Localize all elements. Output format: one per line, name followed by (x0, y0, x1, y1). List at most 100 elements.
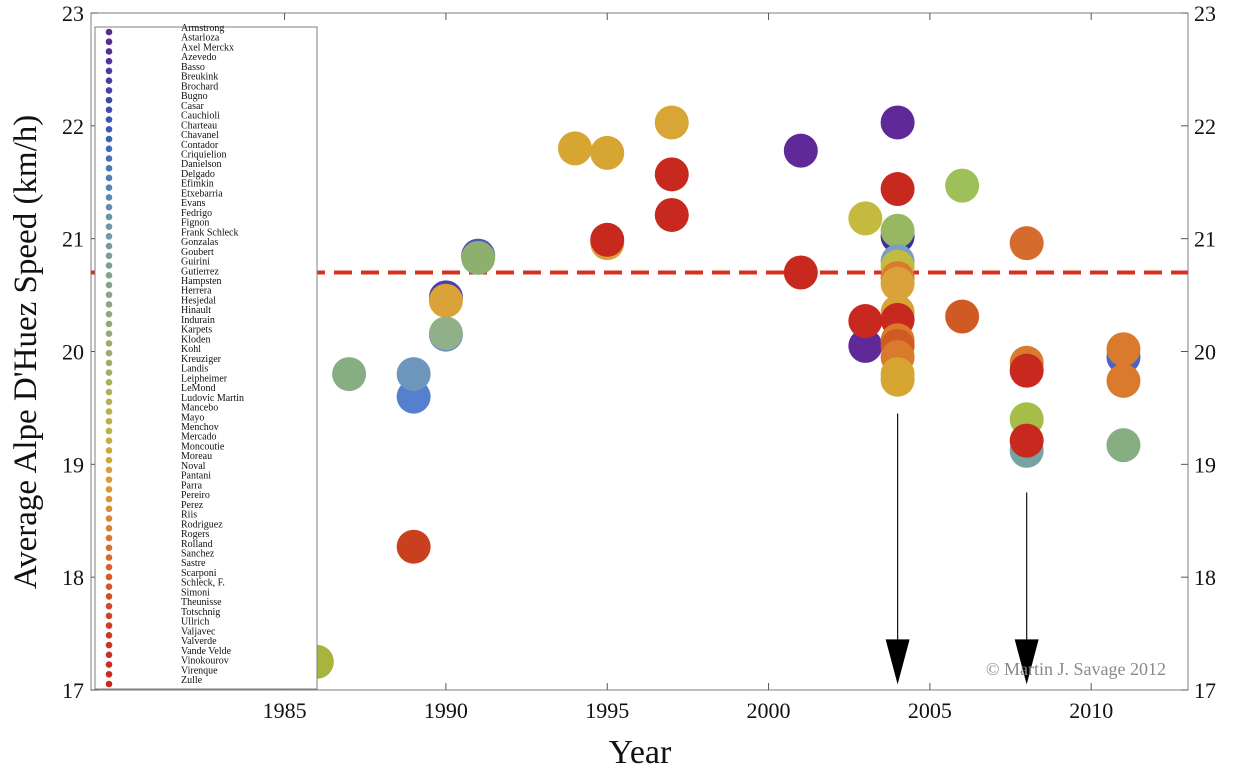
y-tick-label-left: 19 (62, 452, 84, 477)
data-point (1009, 353, 1044, 388)
legend-entry: Hinault (181, 305, 211, 316)
legend-entry: Etxebarria (181, 188, 223, 199)
legend-swatch (105, 38, 113, 46)
y-tick-label-left: 18 (62, 565, 84, 590)
legend-entry: Pereiro (181, 490, 210, 501)
legend-swatch (105, 417, 113, 425)
legend-swatch (105, 379, 113, 386)
legend-entry: Contador (181, 140, 219, 151)
data-point (848, 328, 883, 363)
data-point (880, 213, 915, 248)
legend-entry: Riis (181, 510, 197, 521)
legend-swatch (105, 126, 113, 133)
legend-entry: Rogers (181, 529, 209, 540)
legend-swatch (105, 155, 113, 162)
legend-swatch (105, 135, 113, 143)
data-point (945, 168, 980, 203)
legend-entry: Parra (181, 480, 203, 491)
legend-entry: Delgado (181, 169, 215, 180)
legend-swatch (105, 602, 113, 610)
legend-swatch (105, 281, 113, 289)
data-point (880, 266, 915, 301)
legend-entry: Moncoutie (181, 441, 225, 452)
legend-swatch (105, 349, 113, 357)
legend-swatch (105, 447, 113, 454)
legend-swatch (105, 242, 113, 250)
legend-entry: Zulle (181, 675, 203, 686)
x-tick-label: 2005 (908, 698, 952, 723)
legend-swatch (105, 106, 113, 114)
legend-entry: Schleck, F. (181, 578, 225, 589)
legend-swatch (105, 262, 113, 269)
data-points (299, 105, 1141, 679)
y-tick-label-right: 22 (1194, 114, 1216, 139)
legend-entry: Fedrigo (181, 208, 212, 219)
y-tick-label-left: 17 (62, 678, 84, 703)
legend-entry: Casar (181, 101, 204, 112)
legend-swatch (105, 252, 113, 260)
legend-swatch (105, 583, 113, 590)
legend-entry: Ludovic Martin (181, 393, 244, 404)
legend-entry: Ullrich (181, 617, 209, 628)
legend-swatch (105, 573, 113, 581)
y-tick-label-left: 22 (62, 114, 84, 139)
legend-entry: Vande Velde (181, 646, 232, 657)
y-tick-labels-right: 17 18 19 20 21 22 23 (1194, 1, 1216, 703)
legend-entry: Mercado (181, 432, 217, 443)
legend-entry: Sanchez (181, 548, 215, 559)
legend-entry: Mancebo (181, 403, 218, 414)
legend-swatch (105, 544, 113, 552)
legend-swatch (105, 369, 113, 376)
legend-swatch (105, 408, 113, 415)
legend-entry: Astarloza (181, 33, 220, 44)
data-point (1106, 363, 1141, 398)
legend-entry: Chavanel (181, 130, 219, 141)
y-tick-label-left: 21 (62, 227, 84, 252)
legend-entry: Rolland (181, 539, 213, 550)
legend-swatch (105, 145, 113, 153)
legend-swatch (105, 359, 113, 367)
legend-swatch (105, 164, 113, 172)
data-point (848, 304, 883, 339)
x-tick-label: 1985 (263, 698, 307, 723)
legend-entry: Kloden (181, 334, 210, 345)
legend-swatch (105, 96, 113, 104)
legend-swatch (105, 116, 113, 123)
data-point (880, 105, 915, 140)
legend-swatch (105, 505, 113, 513)
legend-box (94, 26, 318, 690)
data-point (1106, 428, 1141, 463)
y-tick-labels-left: 17 18 19 20 21 22 23 (62, 1, 84, 703)
legend-entry: Moreau (181, 451, 212, 462)
data-point (880, 362, 915, 397)
data-point (945, 299, 980, 334)
legend-entry: Pantani (181, 471, 211, 482)
legend-entry: Totschnig (181, 607, 220, 618)
data-point (1009, 226, 1044, 261)
legend-swatch (105, 174, 113, 182)
data-point (557, 131, 592, 166)
x-tick-labels: 1985 1990 1995 2000 2005 2010 (263, 698, 1114, 723)
legend-entry: Sastre (181, 558, 206, 569)
legend-swatch (105, 563, 113, 571)
data-point (590, 222, 625, 257)
data-point (1106, 332, 1141, 367)
legend-swatch (105, 670, 113, 678)
y-tick-label-right: 17 (1194, 678, 1216, 703)
legend-swatch (105, 495, 113, 503)
x-tick-label: 1990 (424, 698, 468, 723)
legend-entry: Kreuziger (181, 354, 222, 365)
legend-swatch (105, 515, 113, 522)
y-tick-label-left: 23 (62, 1, 84, 26)
legend-entry: Efimkin (181, 179, 214, 190)
data-point (848, 201, 883, 236)
legend-swatch (105, 456, 113, 464)
legend-entry: Rodriguez (181, 519, 223, 530)
legend-swatch (105, 184, 113, 192)
legend-entry: Frank Schleck (181, 227, 239, 238)
legend-swatch (105, 223, 113, 230)
y-axis-title: Average Alpe D'Huez Speed (km/h) (8, 115, 44, 590)
legend-swatch (105, 651, 113, 659)
x-tick-label: 2010 (1069, 698, 1113, 723)
